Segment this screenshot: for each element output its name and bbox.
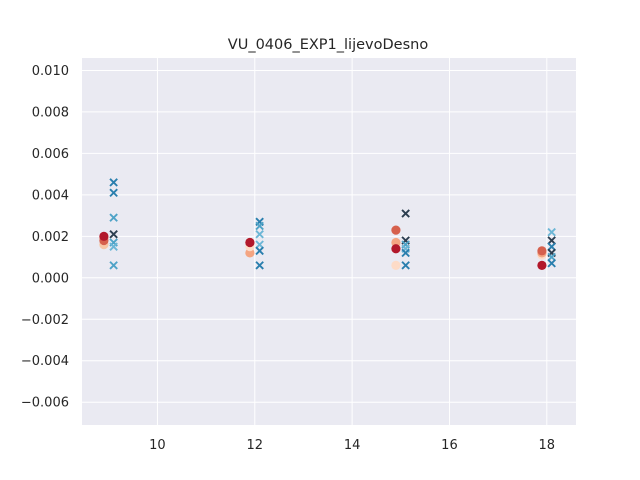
x-tick-label: 18 bbox=[539, 438, 556, 453]
y-tick-label: 0.000 bbox=[32, 271, 69, 286]
x-marker-point bbox=[547, 258, 556, 268]
y-tick-label: 0.004 bbox=[32, 188, 69, 203]
circle-point bbox=[537, 246, 547, 256]
x-marker-point bbox=[547, 227, 556, 237]
x-marker-point bbox=[401, 261, 410, 270]
circle-point bbox=[537, 260, 547, 270]
x-tick-label: 10 bbox=[149, 438, 166, 453]
x-marker-point bbox=[255, 246, 264, 256]
x-marker-point bbox=[547, 236, 556, 245]
x-tick-label: 16 bbox=[441, 438, 458, 453]
x-tick-label: 14 bbox=[344, 438, 361, 453]
x-marker-point bbox=[109, 188, 118, 198]
x-marker-point bbox=[255, 221, 264, 231]
x-marker-point bbox=[109, 261, 118, 270]
plot-background bbox=[82, 58, 576, 425]
circle-point bbox=[99, 231, 109, 241]
x-tick-label: 12 bbox=[247, 438, 264, 453]
grid-lines bbox=[82, 58, 576, 425]
x-marker-point bbox=[109, 213, 118, 222]
x-marker-point bbox=[547, 242, 556, 251]
y-tick-label: −0.006 bbox=[21, 396, 69, 411]
x-marker-point bbox=[255, 261, 264, 270]
chart-title: VU_0406_EXP1_lijevoDesno bbox=[228, 37, 429, 53]
y-tick-label: −0.002 bbox=[21, 313, 69, 328]
x-marker-point bbox=[255, 229, 264, 239]
y-tick-label: 0.006 bbox=[32, 147, 69, 162]
y-tick-labels: −0.006 −0.004 −0.002 0.000 0.002 0.004 0.006 0.… bbox=[21, 64, 69, 411]
y-tick-label: −0.004 bbox=[21, 354, 69, 369]
data-points bbox=[99, 178, 556, 270]
y-tick-label: 0.002 bbox=[32, 230, 69, 245]
circle-point bbox=[245, 237, 255, 248]
x-marker-point bbox=[109, 229, 118, 239]
y-tick-label: 0.010 bbox=[32, 64, 69, 79]
x-tick-labels: 10 12 14 16 18 bbox=[149, 438, 555, 453]
y-tick-label: 0.008 bbox=[32, 105, 69, 120]
circle-point bbox=[391, 260, 401, 270]
circle-point bbox=[391, 225, 401, 235]
x-marker-point bbox=[255, 240, 264, 249]
x-marker-point bbox=[109, 242, 118, 251]
x-marker-point bbox=[547, 252, 556, 262]
circle-point bbox=[391, 244, 401, 254]
x-marker-point bbox=[401, 248, 410, 258]
x-marker-point bbox=[109, 178, 118, 187]
x-marker-point bbox=[401, 209, 410, 218]
